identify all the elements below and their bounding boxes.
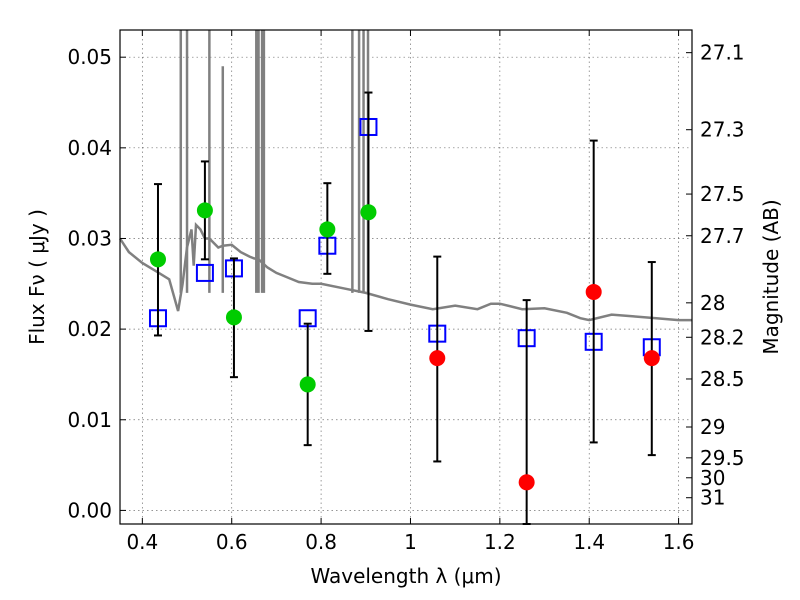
y-axis-ticks: 0.00 0.01 0.02 0.03 0.04 0.05 <box>67 45 126 522</box>
red-data-point <box>585 283 602 300</box>
green-data-point <box>299 376 316 393</box>
x-tick-label: 1.2 <box>484 530 516 554</box>
model-sed-line <box>118 221 692 322</box>
x-tick-label: 1.4 <box>573 530 605 554</box>
green-data-point <box>319 221 336 238</box>
right-tick-label: 28.2 <box>700 325 745 349</box>
right-tick-label: 27.7 <box>700 224 745 248</box>
error-bars-layer <box>153 91 656 525</box>
x-axis-label: Wavelength λ (μm) <box>310 564 501 588</box>
right-tick-label: 29 <box>700 415 725 439</box>
green-data-point <box>149 251 166 268</box>
red-data-point <box>518 474 535 491</box>
y-tick-label: 0.05 <box>67 45 112 69</box>
right-tick-label: 29.5 <box>700 446 745 470</box>
right-tick-label: 31 <box>700 486 725 510</box>
green-data-point <box>360 204 377 221</box>
green-data-point <box>196 202 213 219</box>
plot-frame <box>119 29 693 525</box>
red-data-point <box>643 350 660 367</box>
y-tick-label: 0.01 <box>67 408 112 432</box>
y-tick-label: 0.02 <box>67 317 112 341</box>
x-tick-label: 0.6 <box>216 530 248 554</box>
model-photometry-square <box>195 263 214 282</box>
right-tick-label: 30 <box>700 466 725 490</box>
right-tick-label: 28 <box>700 291 725 315</box>
red-data-point <box>429 350 446 367</box>
x-tick-label: 1 <box>404 530 417 554</box>
observed-points-layer <box>149 202 660 491</box>
x-tick-label: 0.8 <box>305 530 337 554</box>
grid-lines <box>120 30 692 524</box>
green-data-point <box>225 309 242 326</box>
y-tick-label: 0.04 <box>67 136 112 160</box>
x-tick-label: 0.4 <box>126 530 158 554</box>
x-tick-label: 1.6 <box>663 530 695 554</box>
right-tick-label: 27.3 <box>700 118 745 142</box>
y-tick-label: 0.03 <box>67 226 112 250</box>
x-axis-ticks: 0.4 0.6 0.8 1 1.2 1.4 1.6 <box>126 30 695 554</box>
right-tick-label: 27.1 <box>700 41 745 65</box>
right-tick-label: 27.5 <box>700 182 745 206</box>
right-tick-label: 28.5 <box>700 367 745 391</box>
y-tick-label: 0.00 <box>67 498 112 522</box>
y-axis-label: Flux Fν ( μJy ) <box>25 209 49 345</box>
right-axis-label: Magnitude (AB) <box>759 199 783 354</box>
